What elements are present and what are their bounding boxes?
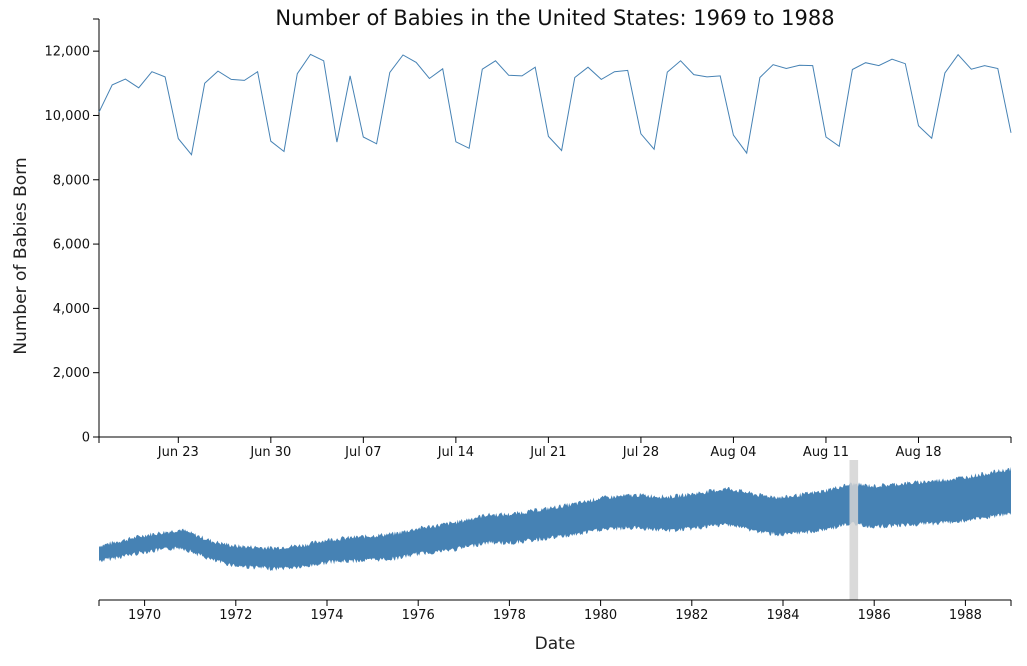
focus-x-tick-label: Aug 18 (895, 445, 941, 460)
context-x-tick-label: 1980 (584, 608, 617, 623)
focus-x-tick-label: Jun 30 (249, 445, 291, 460)
context-x-tick-label: 1976 (402, 608, 435, 623)
y-axis-label: Number of Babies Born (11, 157, 31, 354)
context-chart[interactable]: 1970 1972 1974 1976 1978 1980 1982 1984 1986 1988 (98, 460, 1012, 623)
focus-x-tick-label: Jul 28 (622, 445, 659, 460)
chart-title: Number of Babies in the United States: 1… (275, 6, 834, 30)
context-x-tick-label: 1988 (949, 608, 982, 623)
focus-y-axis: 0 2,000 4,000 6,000 8,000 10,000 12,000 (45, 18, 100, 446)
focus-y-tick-label: 4,000 (53, 302, 90, 317)
focus-y-tick-label: 12,000 (45, 45, 91, 60)
context-x-tick-label: 1970 (128, 608, 161, 623)
context-x-tick-label: 1984 (766, 608, 799, 623)
focus-x-tick-label: Jun 23 (157, 445, 199, 460)
focus-x-tick-label: Jul 14 (437, 445, 474, 460)
x-axis-label: Date (535, 634, 576, 654)
focus-y-tick-label: 0 (82, 431, 90, 446)
focus-x-tick-label: Aug 11 (803, 445, 849, 460)
focus-x-tick-label: Jul 07 (344, 445, 381, 460)
context-x-tick-label: 1986 (858, 608, 891, 623)
context-x-tick-label: 1974 (310, 608, 343, 623)
context-series-area (99, 466, 1011, 571)
focus-chart: 0 2,000 4,000 6,000 8,000 10,000 12,000 Jun 23… (45, 18, 1012, 460)
brush-selection[interactable] (849, 460, 859, 600)
focus-y-tick-label: 8,000 (53, 173, 90, 188)
context-x-axis: 1970 1972 1974 1976 1978 1980 1982 1984 1986 1988 (98, 599, 1012, 623)
focus-x-tick-label: Jul 21 (529, 445, 566, 460)
context-x-tick-label: 1982 (675, 608, 708, 623)
context-x-tick-label: 1972 (219, 608, 252, 623)
focus-x-tick-label: Aug 04 (710, 445, 756, 460)
focus-y-tick-label: 2,000 (53, 366, 90, 381)
focus-y-tick-label: 6,000 (53, 238, 90, 253)
focus-x-axis: Jun 23 Jun 30 Jul 07 Jul 14 Jul 21 Jul 28 Aug … (98, 436, 1012, 460)
context-x-tick-label: 1978 (493, 608, 526, 623)
focus-series-line (98, 53, 1012, 156)
focus-y-tick-label: 10,000 (45, 109, 91, 124)
